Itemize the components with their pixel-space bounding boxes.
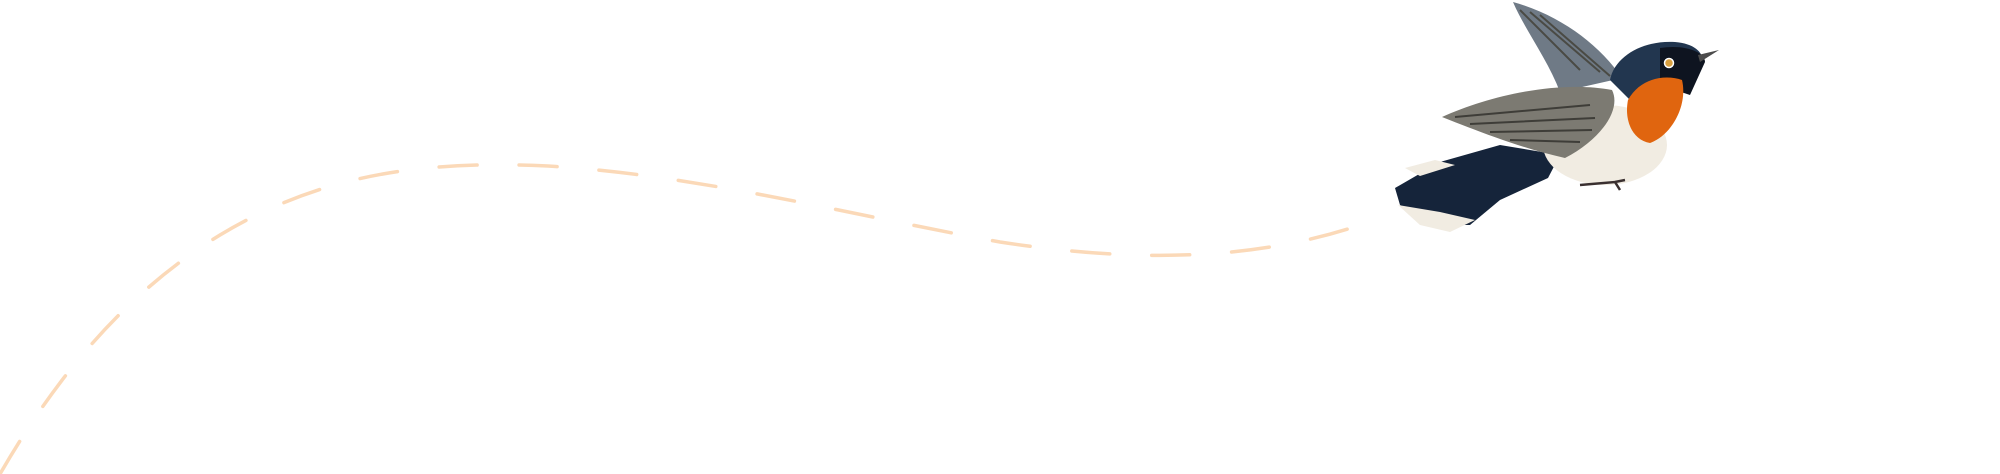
bird-lower-wing [1442,86,1615,158]
bird-eye [1663,57,1675,69]
lower-wing-feather-lines [1454,104,1596,143]
bird-upper-wing [1513,2,1622,92]
dashed-flight-path [0,163,1362,474]
bird-throat [1626,77,1684,143]
upper-wing-feather-lines [1519,9,1611,77]
bird-feet [1579,178,1626,191]
bird-tail-white-tips [1398,160,1475,232]
bird-icon [1395,2,1719,232]
bird-beak [1698,50,1719,62]
